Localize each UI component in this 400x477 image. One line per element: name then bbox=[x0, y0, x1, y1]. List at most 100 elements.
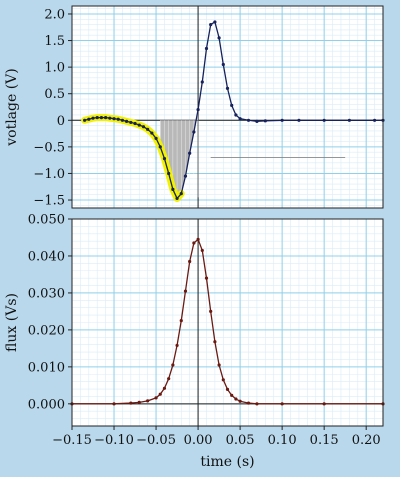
data-point bbox=[167, 377, 171, 381]
data-point bbox=[87, 117, 91, 121]
data-point bbox=[125, 119, 129, 123]
data-point bbox=[204, 46, 209, 51]
data-point bbox=[246, 118, 251, 122]
y-tick-label: 0.5 bbox=[44, 87, 65, 102]
data-point bbox=[175, 343, 179, 348]
y-tick-label: −1.5 bbox=[33, 194, 65, 209]
x-tick-label: 0.20 bbox=[352, 433, 381, 448]
y-tick-label: 0.040 bbox=[28, 249, 65, 264]
data-point bbox=[104, 116, 108, 120]
data-point bbox=[99, 116, 104, 120]
data-point bbox=[246, 401, 251, 405]
x-tick-label: 0.10 bbox=[268, 433, 297, 448]
data-point bbox=[146, 399, 150, 403]
data-point bbox=[196, 237, 200, 241]
data-point bbox=[183, 174, 188, 178]
data-point bbox=[230, 393, 234, 397]
data-point bbox=[171, 187, 175, 191]
data-point bbox=[171, 363, 175, 367]
plot-frame bbox=[71, 5, 384, 209]
data-point bbox=[322, 402, 326, 406]
data-point bbox=[129, 401, 133, 405]
data-point bbox=[297, 118, 301, 122]
data-point bbox=[217, 36, 221, 40]
y-tick-label: −0.5 bbox=[33, 140, 65, 155]
data-point bbox=[225, 387, 230, 392]
y-tick-label: 0.000 bbox=[28, 397, 65, 412]
data-point bbox=[179, 319, 183, 323]
data-point bbox=[120, 118, 125, 122]
data-point bbox=[150, 131, 154, 135]
data-point bbox=[116, 117, 120, 121]
flux-panel: 0.050 0.040 0.030 0.020 0.010 0.000 −0.15 −0.10… bbox=[4, 213, 385, 470]
y-tick-label: 0.010 bbox=[28, 360, 65, 375]
data-point bbox=[213, 20, 217, 24]
data-point bbox=[133, 121, 137, 126]
data-point bbox=[217, 363, 221, 367]
data-point bbox=[280, 402, 284, 406]
x-tick-label: 0.00 bbox=[184, 433, 213, 448]
y-tick-label: 0.020 bbox=[28, 323, 65, 338]
data-point bbox=[263, 119, 267, 123]
x-tick-label: 0.05 bbox=[226, 433, 255, 448]
data-point bbox=[221, 378, 225, 382]
y-tick-label: 0.030 bbox=[28, 286, 65, 301]
data-point bbox=[154, 396, 158, 400]
y-tick-label: 1.5 bbox=[44, 34, 65, 49]
data-point bbox=[112, 402, 116, 406]
data-point bbox=[204, 276, 209, 280]
plot-frame bbox=[71, 218, 384, 427]
y-axis-title: flux (Vs) bbox=[4, 293, 20, 352]
data-point bbox=[179, 192, 183, 196]
x-tick-label: 0.15 bbox=[310, 433, 339, 448]
data-point bbox=[238, 117, 242, 121]
data-point bbox=[234, 397, 238, 401]
data-point bbox=[158, 145, 162, 149]
data-point bbox=[129, 120, 133, 125]
data-point bbox=[322, 118, 326, 122]
data-point bbox=[95, 116, 99, 120]
x-tick-label: −0.15 bbox=[52, 433, 92, 448]
data-point bbox=[167, 171, 171, 176]
plot-area bbox=[72, 6, 383, 208]
data-point bbox=[209, 23, 213, 27]
data-point bbox=[372, 118, 377, 122]
data-point bbox=[255, 119, 259, 123]
data-point bbox=[154, 136, 158, 140]
data-point bbox=[162, 156, 167, 161]
data-point bbox=[225, 86, 230, 90]
data-point bbox=[230, 103, 234, 108]
data-point bbox=[137, 400, 141, 404]
data-point bbox=[347, 118, 351, 122]
data-point bbox=[196, 108, 200, 112]
data-point bbox=[112, 117, 116, 121]
data-point bbox=[238, 399, 242, 403]
data-point bbox=[221, 62, 225, 67]
data-point bbox=[137, 123, 141, 127]
y-tick-label: 0.050 bbox=[28, 213, 65, 228]
data-point bbox=[188, 259, 192, 264]
data-point bbox=[141, 125, 146, 129]
data-point bbox=[183, 289, 188, 293]
voltage-panel: 2.0 1.5 1.0 0.5 0 −0.5 −1.0 −1.5 votlage (V) bbox=[4, 5, 385, 209]
data-point bbox=[280, 118, 284, 122]
y-tick-label: 0 bbox=[57, 114, 65, 129]
data-point bbox=[91, 116, 95, 120]
data-point bbox=[192, 241, 196, 245]
y-axis-title: votlage (V) bbox=[4, 68, 20, 147]
data-point bbox=[213, 340, 217, 344]
y-tick-label: −1.0 bbox=[33, 167, 65, 182]
data-point bbox=[162, 386, 167, 390]
data-point bbox=[175, 196, 179, 201]
data-point bbox=[200, 248, 204, 253]
data-point bbox=[158, 392, 162, 396]
x-tick-label: −0.10 bbox=[94, 433, 134, 448]
data-point bbox=[83, 118, 87, 122]
y-tick-label: 1.0 bbox=[44, 61, 65, 76]
y-tick-label: 2.0 bbox=[44, 7, 65, 22]
x-axis-title: time (s) bbox=[200, 454, 254, 470]
data-point bbox=[255, 402, 259, 406]
data-point bbox=[234, 113, 238, 117]
data-point bbox=[192, 130, 196, 134]
